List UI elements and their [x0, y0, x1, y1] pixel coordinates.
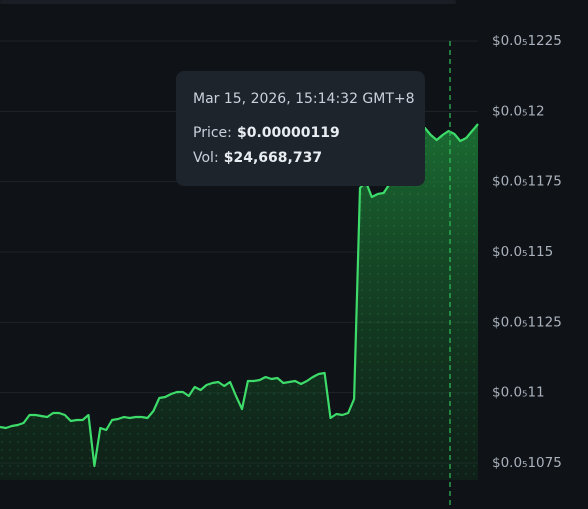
tooltip: Mar 15, 2026, 15:14:32 GMT+8 Price: $0.0… — [176, 71, 425, 186]
y-tick-label: $0.0₅115 — [492, 244, 553, 260]
tooltip-box — [176, 71, 425, 186]
y-tick-label: $0.0₅1125 — [492, 314, 562, 330]
price-label: Price: — [193, 125, 232, 141]
tooltip-date: Mar 15, 2026, 15:14:32 GMT+8 — [193, 91, 415, 107]
y-tick-label: $0.0₅12 — [492, 103, 545, 119]
y-tick-label: $0.0₅11 — [492, 385, 545, 401]
header-strip — [0, 0, 456, 4]
y-tick-label: $0.0₅1175 — [492, 174, 562, 190]
price-value: $0.00000119 — [237, 125, 340, 141]
y-tick-label: $0.0₅1225 — [492, 33, 562, 49]
tooltip-price: Price: $0.00000119 — [193, 123, 340, 142]
area-dots — [0, 124, 478, 480]
vol-label: Vol: — [193, 150, 219, 166]
y-tick-label: $0.0₅1075 — [492, 455, 562, 471]
tooltip-vol: Vol: $24,668,737 — [193, 148, 322, 167]
vol-value: $24,668,737 — [224, 150, 322, 166]
